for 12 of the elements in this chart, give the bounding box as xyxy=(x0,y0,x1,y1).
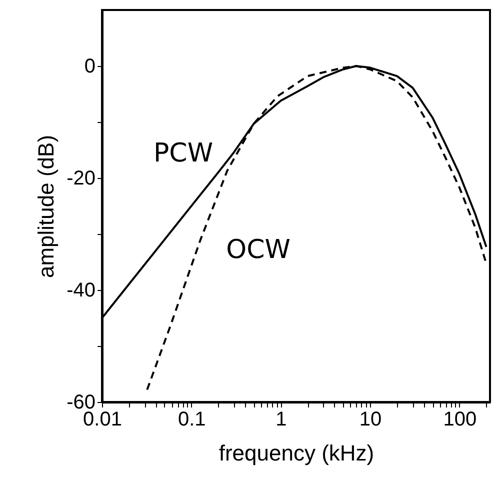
x-axis-title: frequency (kHz) xyxy=(218,440,374,466)
x-tick-label: 0.01 xyxy=(83,408,122,430)
y-tick-label: -40 xyxy=(66,280,96,302)
y-tick-label: -20 xyxy=(66,168,96,190)
y-tick-label: 0 xyxy=(84,56,96,78)
y-axis-title: amplitude (dB) xyxy=(34,134,59,278)
x-tick-label: 10 xyxy=(359,408,382,430)
series-label: OCW xyxy=(226,235,290,266)
x-tick-label: 0.1 xyxy=(178,408,206,430)
series-label: PCW xyxy=(153,138,214,168)
x-tick-label: 100 xyxy=(443,408,477,430)
x-tick-label: 1 xyxy=(276,408,287,430)
